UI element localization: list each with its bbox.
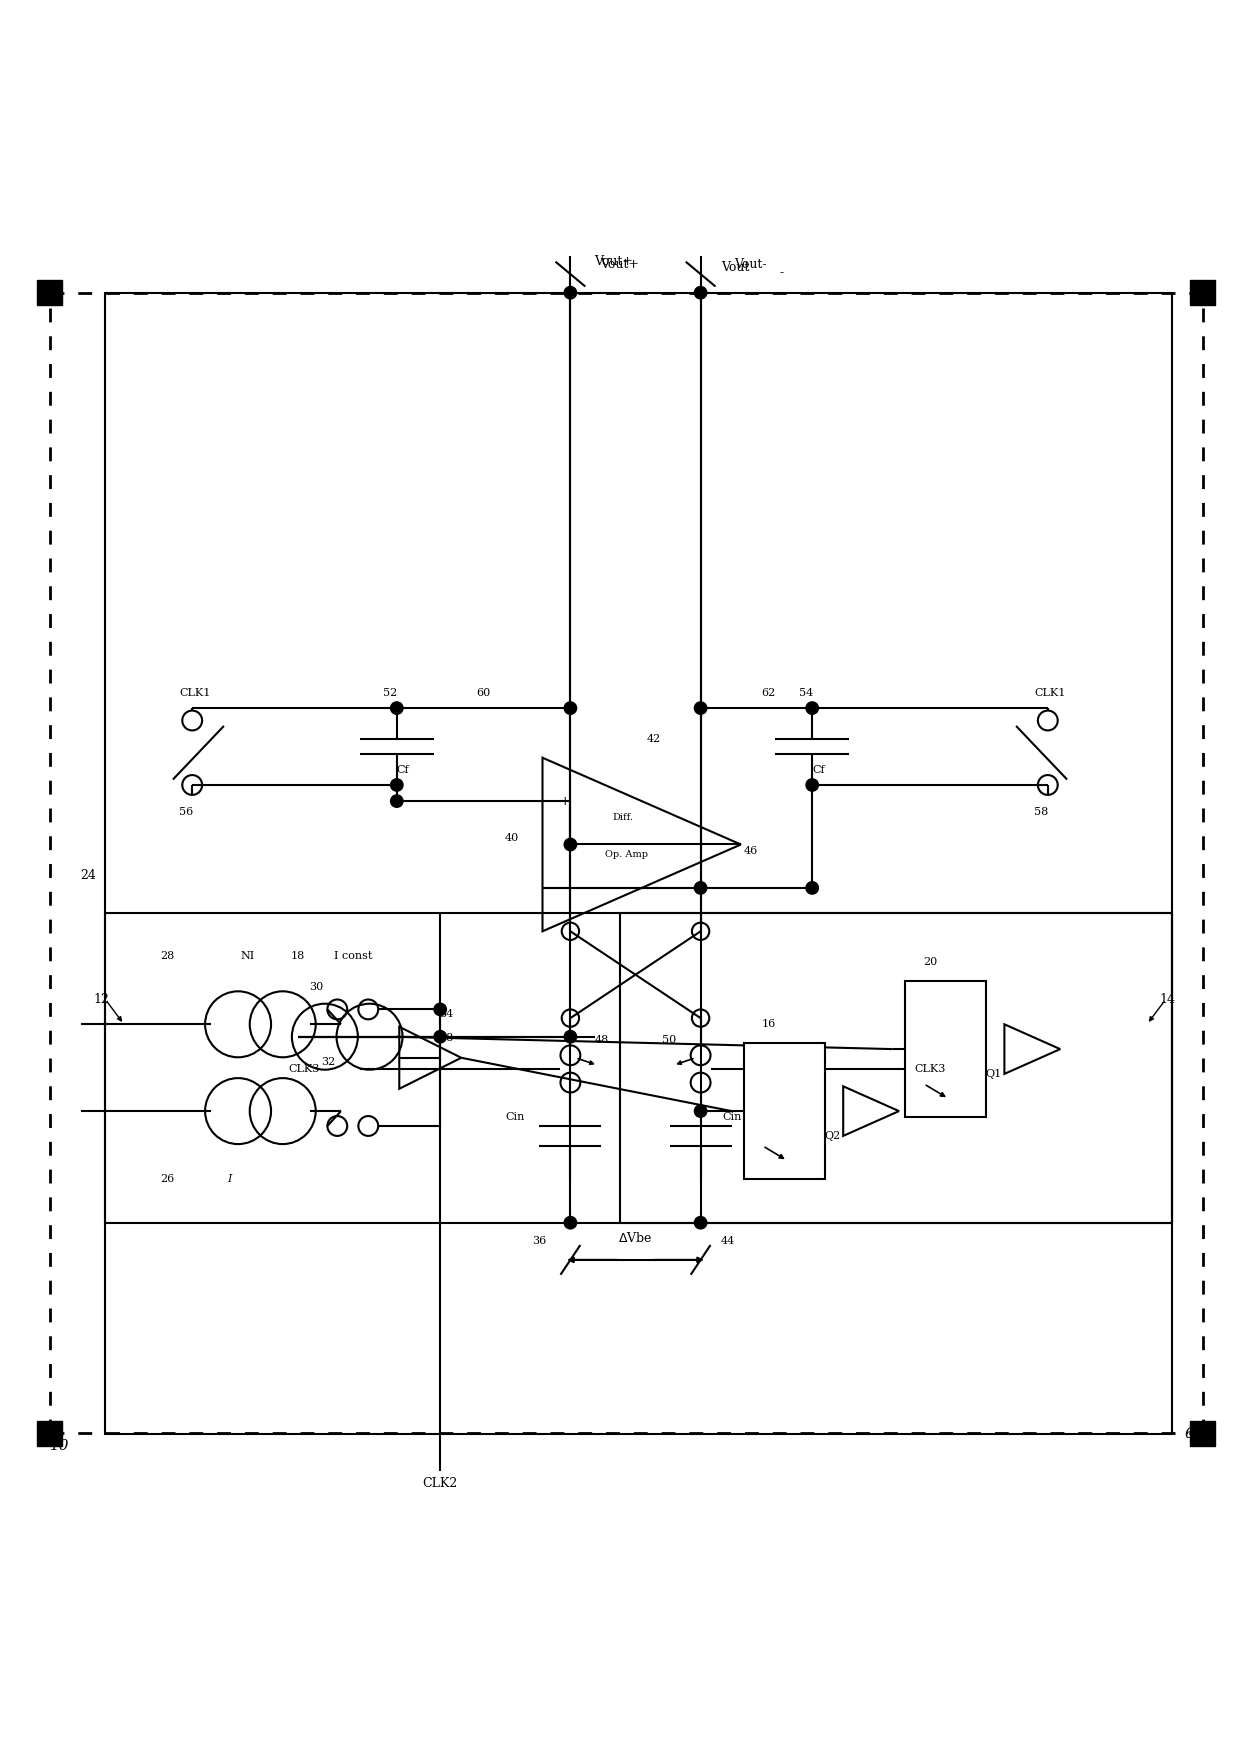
Text: 28: 28 bbox=[160, 951, 175, 961]
Circle shape bbox=[391, 702, 403, 714]
Text: CLK1: CLK1 bbox=[179, 688, 211, 699]
Text: 40: 40 bbox=[505, 833, 518, 844]
Bar bbox=[620, 912, 1172, 1222]
Text: Diff.: Diff. bbox=[613, 812, 634, 821]
Text: 26: 26 bbox=[160, 1175, 175, 1184]
Text: NI: NI bbox=[241, 951, 255, 961]
Text: -: - bbox=[779, 266, 784, 280]
Text: I: I bbox=[227, 1175, 232, 1184]
Text: 60: 60 bbox=[476, 688, 491, 699]
Text: 16: 16 bbox=[761, 1019, 776, 1030]
Text: Vout+: Vout+ bbox=[600, 257, 640, 271]
Circle shape bbox=[391, 795, 403, 807]
Text: 10: 10 bbox=[50, 1439, 69, 1453]
Text: Cin: Cin bbox=[722, 1112, 742, 1122]
Bar bbox=[744, 1044, 825, 1180]
Text: Vout: Vout bbox=[722, 261, 749, 275]
Text: CLK3: CLK3 bbox=[914, 1065, 946, 1073]
Circle shape bbox=[694, 702, 707, 714]
Text: CLK1: CLK1 bbox=[1034, 688, 1066, 699]
Text: 14: 14 bbox=[1159, 993, 1176, 1007]
Text: Cf: Cf bbox=[812, 765, 825, 776]
Bar bbox=[37, 280, 62, 305]
Text: Cf: Cf bbox=[397, 765, 409, 776]
Text: 20: 20 bbox=[923, 958, 937, 967]
Text: 12: 12 bbox=[93, 993, 109, 1007]
Circle shape bbox=[391, 779, 403, 791]
Text: 52: 52 bbox=[383, 688, 398, 699]
Bar bbox=[1190, 1422, 1215, 1446]
Circle shape bbox=[564, 839, 577, 851]
Text: 56: 56 bbox=[179, 807, 193, 818]
Text: 62: 62 bbox=[761, 688, 776, 699]
Circle shape bbox=[806, 779, 818, 791]
Circle shape bbox=[694, 883, 707, 895]
Bar bbox=[37, 1422, 62, 1446]
Text: $\Delta$Vbe: $\Delta$Vbe bbox=[619, 1231, 652, 1245]
Circle shape bbox=[694, 1105, 707, 1117]
Circle shape bbox=[564, 287, 577, 299]
Text: 44: 44 bbox=[720, 1236, 735, 1247]
Circle shape bbox=[564, 1217, 577, 1229]
Text: I const: I const bbox=[335, 951, 372, 961]
Bar bbox=[1190, 280, 1215, 305]
Text: 30: 30 bbox=[309, 982, 324, 993]
Text: Op. Amp: Op. Amp bbox=[605, 849, 649, 860]
Text: Vout-: Vout- bbox=[734, 257, 766, 271]
Text: 36: 36 bbox=[532, 1236, 547, 1247]
Text: Q2: Q2 bbox=[825, 1131, 841, 1142]
Text: Vout+: Vout+ bbox=[594, 256, 634, 268]
Bar bbox=[105, 912, 1172, 1222]
Circle shape bbox=[806, 702, 818, 714]
Text: 58: 58 bbox=[1034, 807, 1049, 818]
Circle shape bbox=[434, 1031, 446, 1044]
Text: 24: 24 bbox=[81, 868, 97, 883]
Text: Cin: Cin bbox=[505, 1112, 525, 1122]
Text: 48: 48 bbox=[594, 1035, 609, 1045]
Bar bbox=[105, 292, 1172, 1434]
Bar bbox=[905, 981, 986, 1117]
Circle shape bbox=[434, 1003, 446, 1016]
Circle shape bbox=[694, 287, 707, 299]
Text: CLK3: CLK3 bbox=[288, 1065, 320, 1073]
Text: 32: 32 bbox=[321, 1056, 336, 1066]
Text: CLK2: CLK2 bbox=[423, 1476, 458, 1490]
Text: 38: 38 bbox=[439, 1033, 454, 1044]
Text: 42: 42 bbox=[647, 734, 661, 744]
Text: Q1: Q1 bbox=[986, 1068, 1002, 1079]
Circle shape bbox=[564, 1031, 577, 1044]
Text: +: + bbox=[559, 795, 570, 807]
Text: 50: 50 bbox=[662, 1035, 677, 1045]
Text: 46: 46 bbox=[744, 846, 758, 856]
Circle shape bbox=[694, 1217, 707, 1229]
Circle shape bbox=[564, 702, 577, 714]
Text: 34: 34 bbox=[439, 1009, 454, 1019]
Text: -: - bbox=[563, 881, 567, 895]
Text: 54: 54 bbox=[799, 688, 813, 699]
Text: 64: 64 bbox=[1184, 1427, 1204, 1441]
Text: 18: 18 bbox=[290, 951, 305, 961]
Circle shape bbox=[806, 883, 818, 895]
